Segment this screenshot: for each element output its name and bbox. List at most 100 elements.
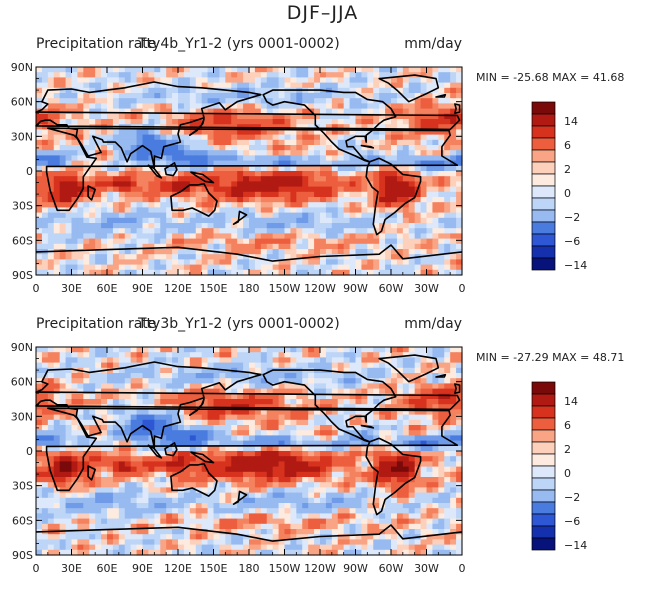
field-cell xyxy=(296,67,303,73)
field-cell xyxy=(367,171,374,177)
field-cell xyxy=(83,347,90,353)
field-cell xyxy=(83,259,90,266)
field-cell xyxy=(207,264,215,271)
field-cell xyxy=(53,269,61,276)
field-cell xyxy=(385,414,392,421)
field-cell xyxy=(160,150,167,156)
field-cell xyxy=(65,233,73,240)
field-cell xyxy=(249,181,256,188)
field-cell xyxy=(272,461,280,468)
field-cell xyxy=(278,357,286,364)
field-cell xyxy=(278,238,286,245)
field-cell xyxy=(183,414,191,421)
field-cell xyxy=(130,482,138,488)
field-cell xyxy=(189,440,197,447)
field-cell xyxy=(278,124,286,130)
field-cell xyxy=(172,181,179,188)
field-cell xyxy=(71,186,79,193)
field-cell xyxy=(59,186,67,193)
field-cell xyxy=(402,93,410,99)
field-cell xyxy=(296,124,303,130)
field-cell xyxy=(414,191,422,198)
field-cell xyxy=(296,207,303,214)
field-cell xyxy=(272,435,280,442)
field-cell xyxy=(402,238,410,245)
field-cell xyxy=(426,212,434,219)
field-cell xyxy=(420,108,428,115)
field-cell xyxy=(178,451,185,457)
field-cell xyxy=(278,171,286,177)
field-cell xyxy=(355,388,363,395)
field-cell xyxy=(266,440,274,447)
field-cell xyxy=(118,259,126,266)
field-cell xyxy=(112,259,120,266)
field-cell xyxy=(201,445,209,452)
field-cell xyxy=(249,98,256,104)
field-cell xyxy=(343,409,351,416)
colorbar-swatch xyxy=(531,185,556,199)
field-cell xyxy=(420,202,428,208)
field-cell xyxy=(237,171,244,177)
field-cell xyxy=(172,67,179,73)
field-cell xyxy=(260,347,268,353)
field-cell xyxy=(231,471,238,478)
coastline-sumatra xyxy=(147,164,163,179)
field-cell xyxy=(225,254,232,260)
field-cell xyxy=(249,171,256,177)
field-cell xyxy=(77,264,84,271)
field-cell xyxy=(201,259,209,266)
field-cell xyxy=(426,72,434,78)
field-cell xyxy=(201,419,209,426)
colorbar-label: 14 xyxy=(564,115,578,128)
field-cell xyxy=(83,440,90,447)
field-cell xyxy=(160,197,167,203)
field-cell xyxy=(420,223,428,229)
field-cell xyxy=(213,347,221,353)
field-cell xyxy=(349,249,357,255)
field-cell xyxy=(402,362,410,369)
field-cell xyxy=(266,425,274,431)
field-cell xyxy=(438,181,445,188)
field-cell xyxy=(36,228,43,234)
field-cell xyxy=(373,103,380,110)
field-cell xyxy=(355,445,363,452)
field-cell xyxy=(95,197,102,203)
field-cell xyxy=(355,223,363,229)
field-cell xyxy=(438,67,445,73)
field-cell xyxy=(343,202,351,208)
field-cell xyxy=(89,139,96,146)
field-cell xyxy=(83,378,90,384)
coastline-madagascar xyxy=(87,185,96,201)
field-cell xyxy=(213,186,221,193)
field-cell xyxy=(166,87,173,94)
field-cell xyxy=(320,155,327,162)
field-cell xyxy=(385,378,392,384)
field-cell xyxy=(426,217,434,224)
field-cell xyxy=(308,243,315,250)
field-cell xyxy=(414,388,422,395)
field-cell xyxy=(183,409,191,416)
field-cell xyxy=(201,435,209,442)
field-cell xyxy=(101,155,108,162)
field-cell xyxy=(243,367,250,374)
field-cell xyxy=(355,207,363,214)
field-cell xyxy=(59,347,67,353)
field-cell xyxy=(53,119,61,125)
field-cell xyxy=(355,404,363,410)
field-cell xyxy=(77,451,84,457)
field-cell xyxy=(225,103,232,110)
field-cell xyxy=(172,388,179,395)
field-cell xyxy=(349,139,357,146)
field-cell xyxy=(189,238,197,245)
field-cell xyxy=(231,477,238,483)
field-cell xyxy=(249,435,256,442)
field-cell xyxy=(101,217,108,224)
field-cell xyxy=(343,238,351,245)
field-cell xyxy=(101,181,108,188)
field-cell xyxy=(331,264,339,271)
field-cell xyxy=(36,254,43,260)
field-cell xyxy=(302,373,309,379)
field-cell xyxy=(290,352,297,358)
field-cell xyxy=(249,243,256,250)
field-cell xyxy=(414,419,422,426)
